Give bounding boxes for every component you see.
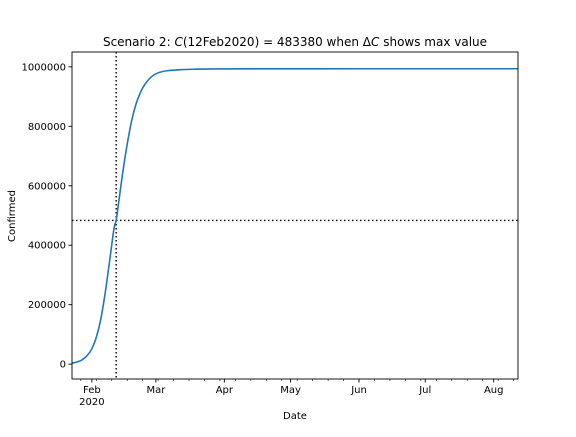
series-line-confirmed <box>71 67 518 365</box>
x-tick-label: Apr <box>216 385 234 396</box>
chart-title: Scenario 2: C(12Feb2020) = 483380 when Δ… <box>103 35 487 49</box>
x-tick-label: Jun <box>350 385 367 396</box>
y-tick-label: 1000000 <box>21 62 66 73</box>
x-tick-year-label: 2020 <box>79 397 104 408</box>
y-tick-label: 400000 <box>28 241 66 252</box>
x-tick-label: May <box>280 385 301 396</box>
x-tick-label: Jul <box>418 385 431 396</box>
plot-frame <box>71 51 519 380</box>
y-tick-label: 0 <box>60 360 66 371</box>
x-tick-label: Aug <box>484 385 504 396</box>
x-tick-label: Mar <box>146 385 166 396</box>
plot-area <box>71 52 518 379</box>
y-tick-label: 800000 <box>28 122 66 133</box>
x-axis-label: Date <box>283 411 307 422</box>
axis-ticks: 0 200000 400000 600000 800000 1000000 Feb2020 M… <box>21 62 514 408</box>
y-axis-label: Confirmed <box>7 190 18 242</box>
x-tick-label: Feb <box>83 385 101 396</box>
y-tick-label: 600000 <box>28 181 66 192</box>
y-tick-label: 200000 <box>28 300 66 311</box>
